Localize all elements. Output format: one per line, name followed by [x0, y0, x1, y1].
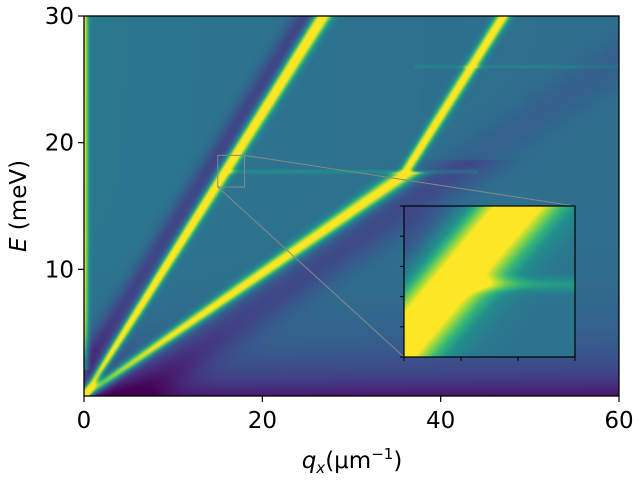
x-label-subscript: x	[315, 459, 325, 477]
inset-frame	[403, 205, 576, 358]
inset-ticks	[400, 205, 576, 361]
zoom-region-box	[217, 154, 245, 188]
inset-heatmap-image	[404, 206, 575, 357]
inset-plot	[400, 205, 576, 361]
y-tick-label: 20	[45, 131, 74, 157]
x-axis: 0 20 40 60	[77, 396, 634, 434]
y-label-unit: (meV)	[6, 160, 32, 238]
x-tick-label: 60	[604, 408, 633, 434]
x-tick-label: 20	[248, 408, 277, 434]
y-tick-label: 10	[45, 257, 74, 283]
zoom-indicator	[217, 154, 576, 358]
x-label-unit-close: )	[393, 448, 402, 474]
x-tick-label: 40	[426, 408, 455, 434]
plot-frame	[83, 15, 620, 397]
y-axis-label: E (meV)	[6, 160, 32, 252]
zoom-connector-line	[244, 154, 576, 207]
x-tick-label: 0	[77, 408, 92, 434]
x-label-unit: (μm	[325, 448, 371, 474]
x-label-unit-exponent: −1	[371, 445, 393, 463]
y-tick-label: 30	[45, 4, 74, 30]
x-axis-label: qx(μm−1)	[302, 445, 403, 477]
y-label-symbol: E	[6, 237, 32, 252]
zoom-connector-line	[217, 186, 405, 358]
x-label-symbol: q	[302, 448, 317, 474]
y-axis: 10 20 30	[45, 4, 84, 283]
